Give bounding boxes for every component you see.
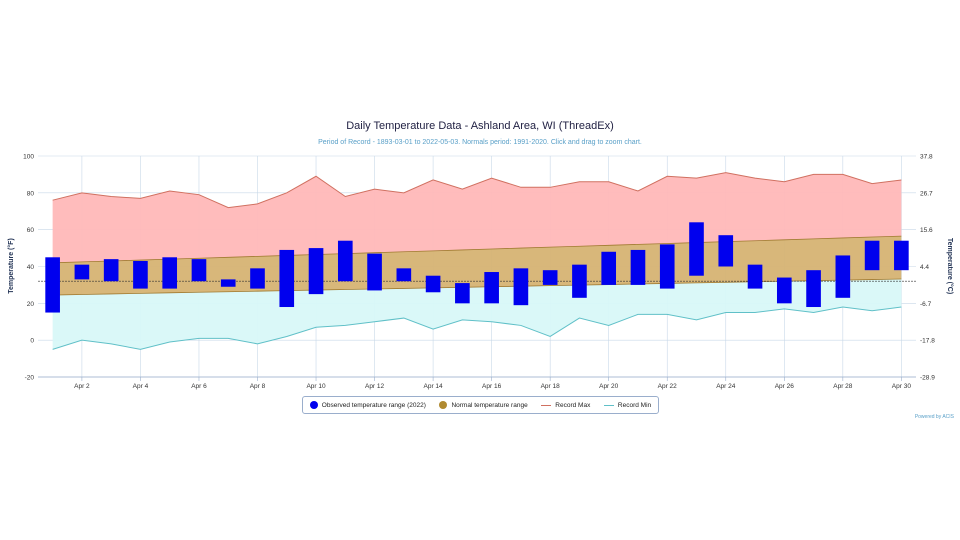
observed-bar bbox=[542, 270, 558, 285]
observed-bar bbox=[250, 268, 265, 289]
legend-observed-label: Observed temperature range (2022) bbox=[321, 401, 426, 409]
observed-bar bbox=[45, 257, 60, 313]
observed-bar bbox=[572, 264, 587, 298]
observed-bar bbox=[484, 272, 499, 304]
y-axis-label-right: Temperature (°C) bbox=[946, 238, 954, 294]
chart-title: Daily Temperature Data - Ashland Area, W… bbox=[346, 120, 614, 132]
x-tick-label: Apr 12 bbox=[365, 383, 385, 390]
record-min-line bbox=[52, 306, 902, 350]
x-tick-label: Apr 20 bbox=[599, 383, 619, 390]
axes: Temperature (°F) Temperature (°C) -20 -28… bbox=[7, 154, 954, 391]
record-min-band bbox=[52, 279, 902, 350]
x-tick-label: Apr 8 bbox=[250, 383, 266, 390]
chart-subtitle: Period of Record - 1893-03-01 to 2022-05… bbox=[318, 139, 642, 146]
observed-bar bbox=[425, 275, 441, 293]
y-tick-label-left: 80 bbox=[27, 190, 35, 197]
record-max-line bbox=[52, 172, 902, 209]
x-tick-label: Apr 14 bbox=[424, 383, 444, 390]
x-tick-label: Apr 2 bbox=[74, 383, 90, 390]
x-tick-label: Apr 24 bbox=[716, 383, 736, 390]
observed-bar bbox=[747, 264, 763, 289]
credits-link[interactable]: Powered by ACIS bbox=[914, 414, 954, 420]
observed-bar bbox=[601, 251, 617, 285]
legend-item-record-max[interactable]: Record Max bbox=[541, 402, 590, 409]
x-tick-label: Apr 28 bbox=[833, 383, 853, 390]
observed-bar bbox=[689, 222, 704, 276]
legend-item-normal[interactable]: Normal temperature range bbox=[439, 401, 528, 409]
observed-bar bbox=[513, 268, 529, 306]
observed-bar bbox=[776, 277, 792, 304]
observed-bar bbox=[864, 240, 880, 271]
observed-bar bbox=[103, 259, 119, 282]
observed-bar bbox=[396, 268, 412, 282]
observed-bar bbox=[220, 279, 236, 287]
y-tick-label-left: 60 bbox=[27, 227, 35, 234]
y-tick-label-right: -6.7 bbox=[920, 301, 932, 308]
y-tick-label-left: -20 bbox=[25, 375, 35, 382]
observed-bar bbox=[455, 283, 470, 304]
legend-record-min-line-icon bbox=[603, 404, 614, 406]
x-tick-label: Apr 22 bbox=[658, 383, 678, 390]
observed-bar bbox=[630, 249, 646, 285]
legend-item-observed[interactable]: Observed temperature range (2022) bbox=[309, 401, 426, 409]
legend-item-record-min[interactable]: Record Min bbox=[603, 401, 652, 409]
legend-record-max-label: Record Max bbox=[555, 401, 591, 409]
observed-bar bbox=[718, 235, 734, 267]
observed-bar bbox=[74, 264, 90, 280]
x-tick-label: Apr 30 bbox=[892, 383, 912, 390]
observed-bar bbox=[191, 259, 207, 282]
observed-bars bbox=[45, 222, 909, 313]
observed-bar bbox=[659, 244, 675, 289]
x-tick-label: Apr 26 bbox=[775, 383, 795, 390]
x-tick-label: Apr 16 bbox=[482, 383, 502, 390]
observed-bar bbox=[279, 249, 295, 308]
observed-bar bbox=[133, 260, 148, 289]
record-max-band bbox=[52, 172, 902, 263]
y-tick-label-left: 0 bbox=[30, 338, 34, 345]
y-tick-label-left: 40 bbox=[27, 264, 35, 271]
legend-observed-dot-icon bbox=[309, 401, 318, 409]
observed-bar bbox=[806, 270, 821, 308]
observed-bar bbox=[367, 253, 382, 291]
legend-normal-label: Normal temperature range bbox=[451, 401, 528, 409]
y-tick-label-right: 26.7 bbox=[920, 190, 933, 197]
legend-normal-dot-icon bbox=[439, 401, 448, 409]
x-tick-label: Apr 6 bbox=[191, 383, 207, 390]
legend-record-max-line-icon bbox=[541, 404, 552, 406]
y-tick-label-right: -17.8 bbox=[920, 338, 935, 345]
legend: Observed temperature range (2022) Normal… bbox=[302, 396, 659, 414]
y-axis-label-left: Temperature (°F) bbox=[7, 238, 15, 294]
x-tick-label: Apr 18 bbox=[541, 383, 561, 390]
legend-record-min-label: Record Min bbox=[617, 401, 652, 409]
observed-bar bbox=[308, 248, 324, 295]
x-tick-label: Apr 10 bbox=[306, 383, 326, 390]
y-tick-label-left: 20 bbox=[27, 301, 35, 308]
y-tick-label-right: -28.9 bbox=[920, 375, 935, 382]
y-tick-label-right: 4.4 bbox=[920, 264, 929, 271]
normal-high-line bbox=[52, 235, 902, 264]
y-tick-label-left: 100 bbox=[23, 154, 34, 161]
x-tick-label: Apr 4 bbox=[133, 383, 149, 390]
observed-bar bbox=[162, 257, 178, 289]
y-tick-label-right: 37.8 bbox=[920, 154, 933, 161]
observed-bar bbox=[835, 255, 851, 298]
observed-bar bbox=[337, 240, 353, 282]
observed-bar bbox=[894, 240, 909, 271]
y-tick-label-right: 15.6 bbox=[920, 227, 933, 234]
